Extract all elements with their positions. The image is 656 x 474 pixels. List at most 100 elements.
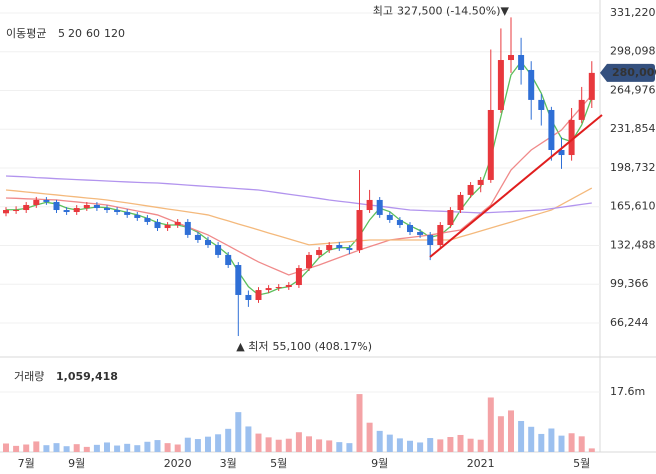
- candle-body: [518, 54, 525, 70]
- candle-body: [275, 287, 282, 289]
- volume-bar: [346, 443, 353, 452]
- candle-body: [205, 239, 211, 246]
- volume-bar: [134, 445, 141, 452]
- y-tick-label: 132,488: [610, 238, 656, 251]
- x-tick-label: 5월: [270, 457, 287, 470]
- volume-bar: [558, 435, 565, 452]
- volume-bar: [124, 443, 131, 452]
- candle-body: [487, 109, 494, 180]
- legend-title: 이동평균: [6, 27, 46, 40]
- candle-body: [295, 268, 302, 286]
- volume-bar: [174, 444, 181, 452]
- candle-body: [285, 285, 292, 288]
- candle-body: [114, 210, 121, 213]
- candle-body: [73, 208, 80, 213]
- candle-body: [346, 248, 353, 251]
- x-tick-label: 2020: [164, 457, 192, 470]
- volume-bar: [164, 443, 171, 452]
- candle-body: [245, 294, 252, 300]
- volume-bar: [43, 445, 50, 452]
- candle-body: [528, 69, 535, 100]
- y-tick-label: 198,732: [610, 161, 656, 174]
- candle-body: [578, 99, 585, 120]
- volume-bar: [225, 428, 232, 452]
- volume-bar: [538, 433, 545, 452]
- candle-body: [588, 72, 595, 100]
- volume-bar: [366, 422, 373, 452]
- volume-bar: [245, 426, 252, 452]
- candle-body: [124, 212, 131, 215]
- volume-bar: [154, 440, 161, 452]
- legend-entry: 60: [86, 27, 100, 40]
- candle-body: [356, 210, 363, 251]
- volume-bar: [255, 433, 262, 452]
- volume-bar: [588, 448, 595, 452]
- volume-bar: [23, 444, 30, 452]
- volume-bar: [215, 434, 222, 452]
- candle-body: [255, 290, 262, 300]
- volume-bar: [427, 438, 434, 452]
- volume-bar: [83, 446, 90, 452]
- high-value: 327,500 (-14.50%)▼: [397, 4, 509, 17]
- candle-body: [23, 204, 30, 211]
- y-tick-label: 66,244: [610, 316, 649, 329]
- trend-line: [429, 114, 603, 258]
- volume-bar: [104, 442, 110, 452]
- volume-bar: [114, 445, 121, 452]
- volume-bar: [295, 432, 302, 452]
- volume-last: 1,059,418: [56, 370, 118, 383]
- candle-body: [386, 214, 393, 220]
- volume-bar: [518, 420, 525, 452]
- plot: [3, 17, 655, 452]
- candle-body: [548, 109, 555, 150]
- price-tag-label: 280,000: [612, 66, 656, 79]
- y-tick-label: 165,610: [610, 200, 656, 213]
- legend-entry: 5: [58, 27, 65, 40]
- volume-bar: [417, 442, 424, 452]
- volume-bar: [33, 441, 40, 452]
- candle-body: [235, 265, 242, 295]
- volume-bar: [396, 438, 403, 452]
- candle-body: [407, 224, 413, 233]
- volume-bar: [53, 443, 60, 452]
- y-tick-label: 231,854: [610, 122, 656, 135]
- candle-body: [13, 210, 20, 212]
- candle-body: [558, 149, 565, 156]
- candle-body: [184, 221, 191, 235]
- volume-bar: [93, 444, 100, 452]
- volume-bar: [477, 439, 484, 452]
- candle-body: [508, 54, 514, 61]
- low-value: 55,100 (408.17%): [273, 340, 373, 353]
- volume-bar: [336, 442, 343, 452]
- candle-body: [457, 194, 464, 211]
- candle-body: [447, 210, 454, 225]
- candle-body: [93, 204, 100, 209]
- volume-bar: [184, 437, 191, 452]
- volume-bar: [13, 445, 20, 452]
- candle-body: [477, 179, 484, 185]
- low-prefix: ▲ 최저: [236, 340, 268, 353]
- candle-body: [144, 217, 151, 222]
- price-tag: [600, 63, 655, 82]
- volume-bar: [386, 434, 393, 452]
- candle-body: [568, 119, 575, 156]
- candle-body: [134, 214, 141, 218]
- volume-bar: [235, 412, 242, 452]
- candle-body: [306, 254, 312, 269]
- candle-body: [497, 60, 504, 110]
- candle-body: [104, 208, 110, 211]
- y-tick-label: 99,366: [610, 277, 649, 290]
- volume-bar: [265, 437, 272, 452]
- volume-bar: [306, 436, 312, 452]
- candle-body: [396, 219, 403, 225]
- volume-bar: [73, 444, 80, 452]
- candle-body: [225, 254, 232, 266]
- ma-line: [5, 175, 592, 214]
- candle-body: [316, 250, 323, 255]
- x-tick-label: 2021: [467, 457, 495, 470]
- candle-body: [437, 224, 444, 246]
- legend-entry: 20: [68, 27, 82, 40]
- candle-body: [336, 245, 343, 249]
- volume-bar: [275, 439, 282, 452]
